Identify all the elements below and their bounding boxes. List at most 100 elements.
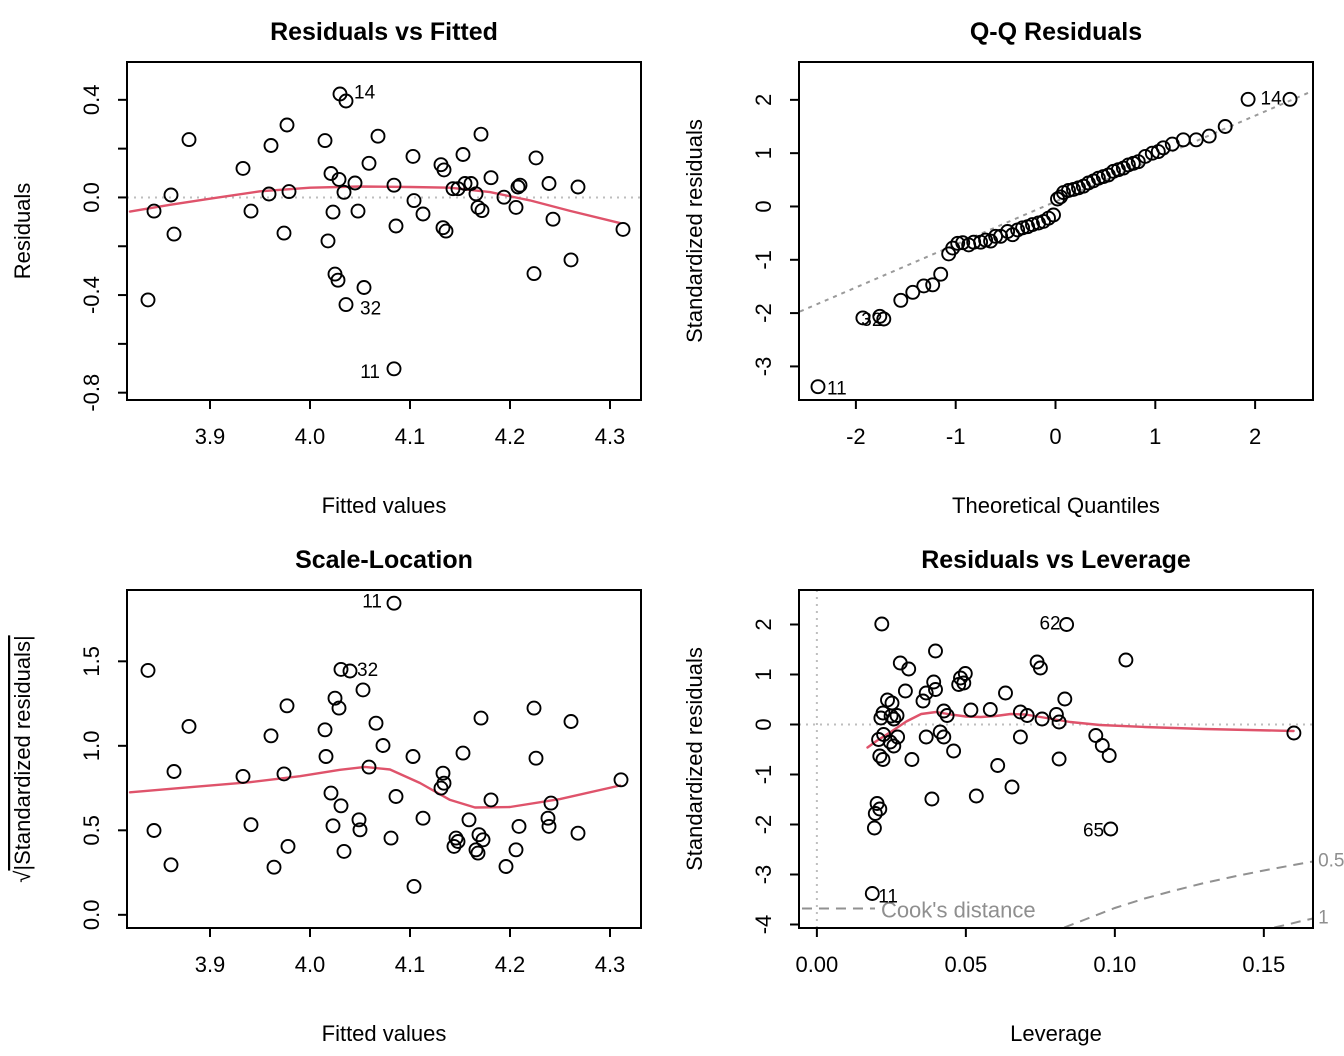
data-point bbox=[926, 674, 942, 690]
data-point bbox=[1155, 140, 1171, 156]
data-point bbox=[342, 663, 358, 679]
data-point bbox=[615, 221, 631, 237]
smooth-line bbox=[128, 185, 622, 225]
data-point bbox=[263, 728, 279, 744]
x-axis-label: Fitted values bbox=[322, 1021, 447, 1046]
plot-frame bbox=[126, 589, 642, 929]
data-point bbox=[468, 186, 484, 202]
data-point bbox=[893, 292, 909, 308]
data-point bbox=[445, 181, 461, 197]
data-point bbox=[918, 685, 934, 701]
x-tick-label: 1 bbox=[1149, 424, 1161, 449]
data-point bbox=[181, 132, 197, 148]
data-point bbox=[897, 683, 913, 699]
panel-residuals-vs-fitted: 14 32 11 3.9 4.0 4.1 4.2 4.3 -0.8 -0.4 0.0 0.4 Resid… bbox=[10, 18, 642, 518]
data-point bbox=[406, 193, 422, 209]
data-point bbox=[163, 187, 179, 203]
data-point bbox=[1201, 128, 1217, 144]
data-point bbox=[330, 272, 346, 288]
data-point bbox=[243, 203, 259, 219]
x-axis-label: Fitted values bbox=[322, 493, 447, 518]
data-point bbox=[450, 834, 466, 849]
data-point bbox=[915, 693, 931, 709]
data-point bbox=[1034, 711, 1050, 727]
point-label: 65 bbox=[1083, 821, 1104, 842]
data-point bbox=[455, 147, 471, 162]
data-point bbox=[1240, 91, 1256, 107]
y-tick-label: 1 bbox=[751, 668, 776, 680]
data-point bbox=[356, 280, 372, 295]
data-point bbox=[457, 176, 473, 191]
data-point bbox=[325, 204, 341, 220]
x-tick-label: 4.3 bbox=[595, 424, 626, 449]
x-tick-label: 0.00 bbox=[795, 952, 838, 977]
data-point bbox=[1019, 708, 1035, 723]
data-point bbox=[526, 266, 542, 282]
x-tick-label: 4.1 bbox=[395, 952, 426, 977]
data-point bbox=[1094, 738, 1110, 753]
data-point bbox=[146, 203, 162, 219]
data-point bbox=[351, 812, 367, 828]
data-point bbox=[1286, 725, 1302, 741]
data-point bbox=[905, 284, 921, 300]
point-label: 32 bbox=[861, 310, 882, 331]
data-point bbox=[338, 297, 354, 313]
data-point bbox=[276, 766, 292, 782]
data-point bbox=[140, 662, 156, 678]
smooth-line bbox=[128, 765, 622, 809]
data-point bbox=[361, 759, 377, 775]
data-point bbox=[864, 886, 880, 901]
y-tick-label: 1.5 bbox=[79, 646, 104, 677]
data-point bbox=[1118, 652, 1134, 668]
y-tick-label: -3 bbox=[751, 357, 776, 377]
data-point bbox=[543, 795, 559, 811]
data-point bbox=[916, 278, 932, 294]
data-point bbox=[263, 138, 279, 153]
cooks-contour bbox=[1063, 860, 1314, 929]
y-tick-label: -1 bbox=[751, 765, 776, 785]
y-tick-label: 0.4 bbox=[79, 85, 104, 116]
data-point bbox=[415, 206, 431, 222]
data-point bbox=[474, 203, 490, 219]
x-tick-label: 3.9 bbox=[195, 424, 226, 449]
data-point bbox=[990, 758, 1006, 773]
data-point bbox=[317, 133, 333, 149]
data-point bbox=[470, 845, 486, 861]
data-point bbox=[352, 822, 368, 838]
x-tick-label: 4.3 bbox=[595, 952, 626, 977]
data-point bbox=[876, 311, 892, 327]
x-tick-label: -1 bbox=[946, 424, 966, 449]
y-tick-label: 1.0 bbox=[79, 731, 104, 762]
data-point bbox=[1137, 148, 1153, 164]
data-point bbox=[613, 772, 629, 788]
data-point bbox=[855, 310, 871, 326]
x-tick-label: 4.0 bbox=[295, 424, 326, 449]
data-point bbox=[336, 184, 352, 200]
data-point bbox=[266, 859, 282, 875]
panel-scale-location: 11 32 3.9 4.0 4.1 4.2 4.3 0.0 0.5 1.0 1.5 Scale-Loc… bbox=[10, 546, 642, 1046]
data-point bbox=[436, 775, 452, 791]
data-point bbox=[473, 710, 489, 726]
data-point bbox=[235, 768, 251, 784]
data-point bbox=[261, 186, 277, 202]
data-point bbox=[435, 220, 451, 236]
y-tick-label: -1 bbox=[751, 250, 776, 270]
x-tick-label: -2 bbox=[846, 424, 866, 449]
data-point bbox=[563, 252, 579, 268]
data-point bbox=[810, 379, 826, 395]
panel-qq-residuals: 14 32 11 -2 -1 0 1 2 -3 -2 -1 0 1 2 Q-Q Residuals Theor… bbox=[682, 18, 1314, 518]
data-point bbox=[1046, 207, 1061, 223]
data-point bbox=[281, 184, 297, 200]
data-point bbox=[1005, 227, 1021, 243]
data-point bbox=[901, 661, 917, 677]
data-point bbox=[998, 685, 1013, 701]
data-point bbox=[939, 708, 955, 723]
x-tick-label: 3.9 bbox=[195, 952, 226, 977]
data-point bbox=[405, 148, 421, 164]
panel-residuals-vs-leverage: 0.5 1 Cook's distance 62 65 11 0.00 0.05 0.10 0.1… bbox=[682, 546, 1344, 1046]
data-point bbox=[406, 878, 422, 894]
panel-title: Q-Q Residuals bbox=[970, 18, 1142, 46]
y-axis-label: √|Standardized residuals| bbox=[10, 635, 35, 882]
cooks-contour-label: 1 bbox=[1318, 908, 1329, 929]
data-point bbox=[333, 798, 349, 814]
